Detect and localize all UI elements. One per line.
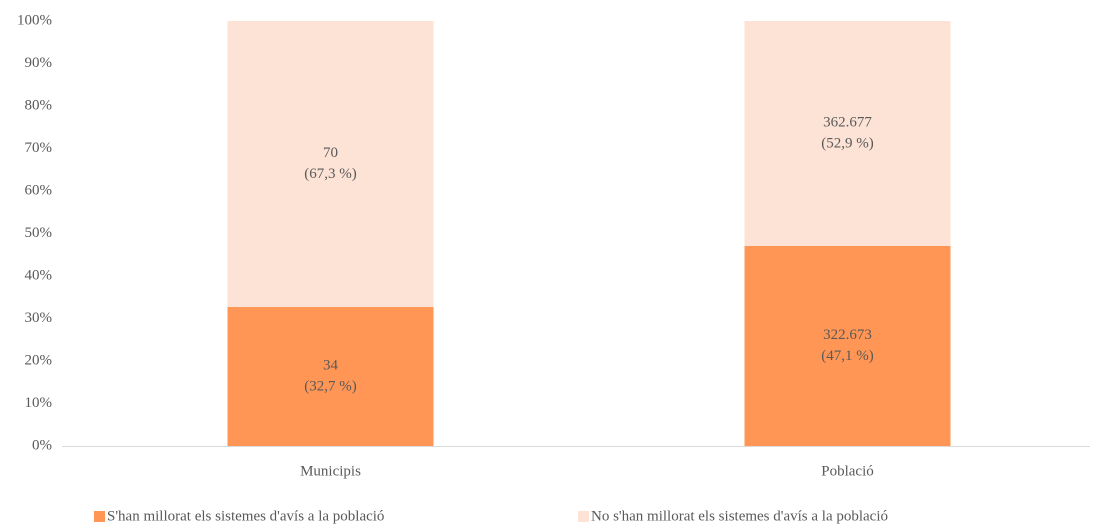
y-tick-label: 100% bbox=[17, 12, 52, 28]
data-label: 70 bbox=[323, 145, 338, 161]
x-tick-label: Població bbox=[821, 463, 874, 479]
y-tick-label: 0% bbox=[32, 437, 52, 453]
data-label: (67,3 %) bbox=[304, 166, 357, 182]
y-tick-label: 10% bbox=[25, 395, 53, 411]
x-tick-label: Municipis bbox=[300, 463, 361, 479]
bar-segment bbox=[227, 21, 434, 308]
y-tick-label: 30% bbox=[25, 310, 53, 326]
y-tick-label: 20% bbox=[25, 352, 53, 368]
data-label: 322.673 bbox=[823, 327, 872, 343]
y-tick-label: 60% bbox=[25, 182, 53, 198]
y-tick-label: 80% bbox=[25, 97, 53, 113]
legend-label: No s'han millorat els sistemes d'avís a … bbox=[591, 508, 888, 524]
bar-segment bbox=[744, 21, 951, 246]
bar-segment bbox=[744, 245, 951, 446]
bar-segment bbox=[227, 307, 434, 446]
legend-swatch bbox=[578, 511, 589, 522]
data-label: (52,9 %) bbox=[821, 135, 874, 151]
data-label: 362.677 bbox=[823, 114, 872, 130]
y-tick-label: 90% bbox=[25, 55, 53, 71]
data-label: 34 bbox=[323, 357, 339, 373]
data-label: (47,1 %) bbox=[821, 348, 874, 364]
data-label: (32,7 %) bbox=[304, 378, 357, 394]
legend-swatch bbox=[94, 511, 105, 522]
y-tick-label: 50% bbox=[25, 225, 53, 241]
y-tick-label: 70% bbox=[25, 140, 53, 156]
y-tick-label: 40% bbox=[25, 267, 53, 283]
legend-label: S'han millorat els sistemes d'avís a la … bbox=[107, 508, 384, 524]
